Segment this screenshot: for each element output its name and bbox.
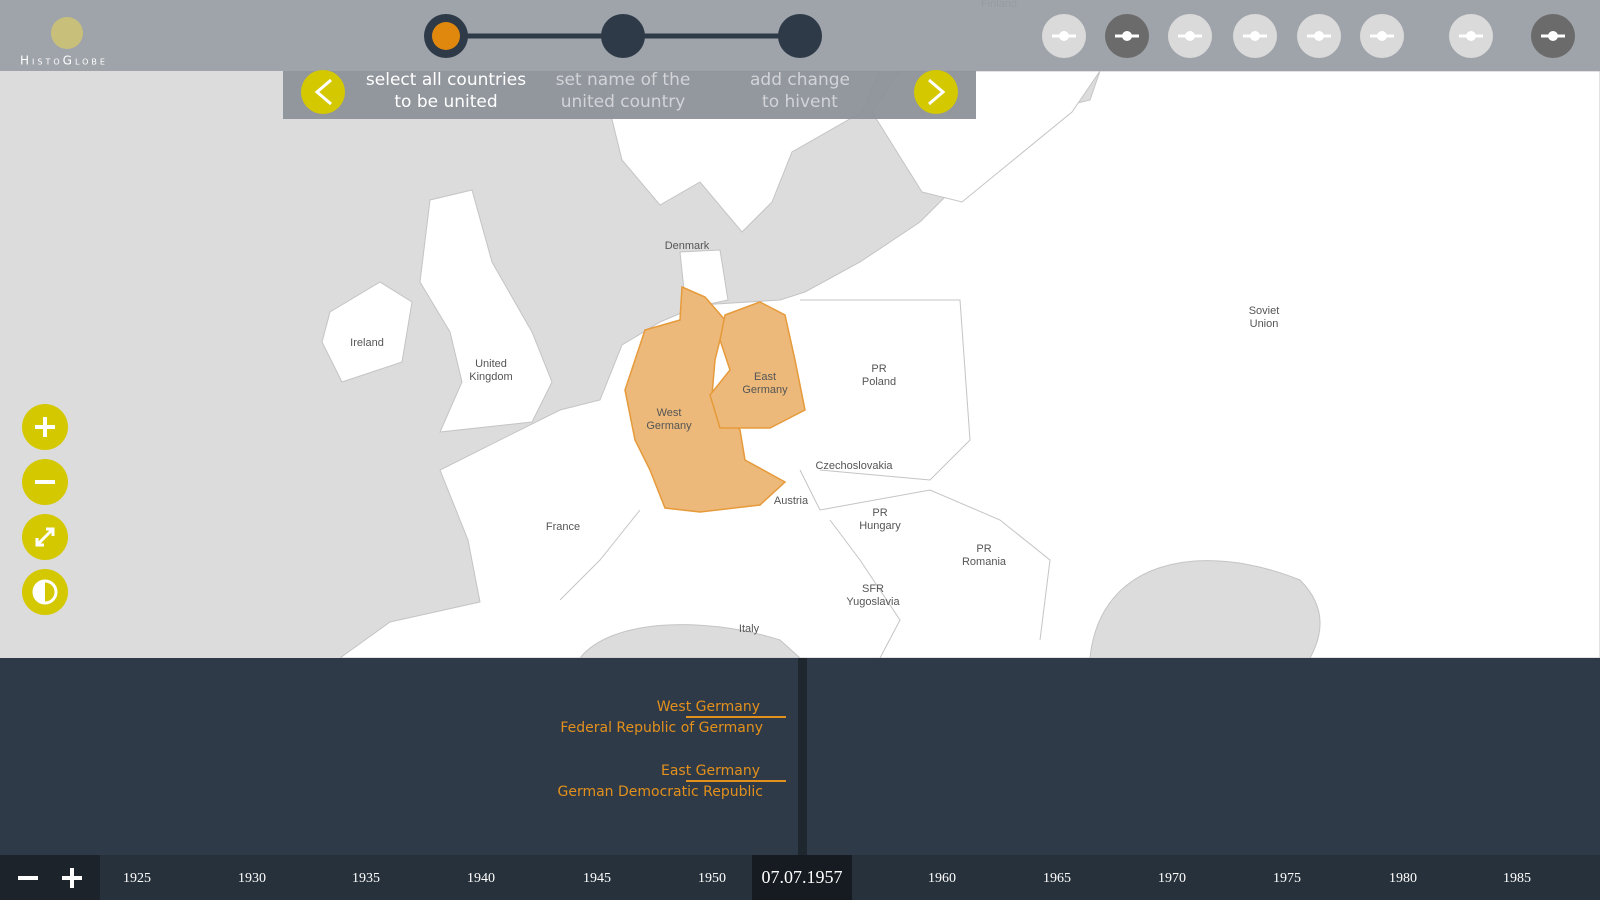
year-label: 1980 (1389, 871, 1417, 886)
step-dot[interactable] (601, 14, 645, 58)
icon (1122, 31, 1132, 41)
country-label: Hungary (859, 520, 901, 532)
country-label: SFR (862, 583, 884, 595)
logo: HistoGlobe (20, 54, 108, 68)
step-label: united country (561, 92, 686, 112)
borders (559, 299, 1051, 659)
icon (1314, 31, 1324, 41)
east-germany[interactable] (709, 301, 806, 429)
year-label: 1985 (1503, 871, 1531, 886)
country-label: Germany (742, 384, 788, 396)
years: 1925 1930 1935 1940 1945 1950 1960 1965 1970 1975… (123, 871, 1531, 886)
country-label: Union (1250, 318, 1279, 330)
prev-button[interactable] (301, 70, 345, 114)
country-label: Kingdom (469, 371, 512, 383)
current-date[interactable]: 07.07.1957 (762, 867, 843, 887)
map-controls (22, 404, 68, 615)
country-label: East (754, 371, 776, 383)
now-marker (798, 658, 807, 855)
country-label: United (475, 358, 507, 370)
country-label: PR (872, 507, 887, 519)
icon (1185, 31, 1195, 41)
timeline-entries: West Germany Federal Republic of Germany E… (557, 699, 786, 800)
logo-icon (51, 17, 83, 49)
next-button[interactable] (914, 70, 958, 114)
year-label: 1925 (123, 871, 151, 886)
country-label: Denmark (665, 240, 710, 252)
icon (1059, 31, 1069, 41)
country-label: PR (976, 543, 991, 555)
icon (1466, 31, 1476, 41)
entry-full-name[interactable]: German Democratic Republic (557, 784, 763, 800)
timeline-zoom[interactable] (18, 868, 82, 888)
year-label: 1960 (928, 871, 956, 886)
west-germany[interactable] (624, 285, 787, 513)
year-label: 1970 (1158, 871, 1186, 886)
icon (1548, 31, 1558, 41)
country-label: Italy (739, 623, 760, 635)
year-label: 1930 (238, 871, 266, 886)
entry-name[interactable]: East Germany (661, 763, 760, 779)
country-label: Austria (774, 495, 809, 507)
inland-seas (578, 560, 1321, 659)
year-label: 1935 (352, 871, 380, 886)
toolbar (1042, 14, 1575, 58)
date-box (752, 855, 852, 900)
country-label: Germany (646, 420, 692, 432)
year-label: 1945 (583, 871, 611, 886)
country-label: Ireland (350, 337, 384, 349)
year-label: 1975 (1273, 871, 1301, 886)
step-active (432, 22, 460, 50)
step-bar (283, 71, 976, 119)
icon (1377, 31, 1387, 41)
icon (34, 581, 45, 603)
country-label: PR (871, 363, 886, 375)
country-label: Soviet (1249, 305, 1280, 317)
icon (928, 78, 946, 106)
step-label: to hivent (762, 92, 838, 112)
step-label: select all countries (366, 70, 526, 90)
entry-full-name[interactable]: Federal Republic of Germany (560, 720, 763, 736)
year-label: 1950 (698, 871, 726, 886)
icon (35, 527, 55, 547)
icon (1250, 31, 1260, 41)
step-dot[interactable] (778, 14, 822, 58)
zoom-bar (0, 855, 100, 900)
country-label: Czechoslovakia (815, 460, 893, 472)
entry-name[interactable]: West Germany (657, 699, 760, 715)
year-label: 1965 (1043, 871, 1071, 886)
country-label: Poland (862, 376, 896, 388)
step-label: to be united (394, 92, 497, 112)
icon (314, 78, 332, 106)
step-label: set name of the (556, 70, 691, 90)
step-label: add change (750, 70, 850, 90)
year-label: 1940 (467, 871, 495, 886)
icon (35, 417, 55, 437)
map-labels: FinlandDenmarkIrelandUnitedKingdomWestGe… (350, 0, 1279, 635)
country-label: Yugoslavia (846, 596, 900, 608)
country-label: West (657, 407, 682, 419)
country-label: France (546, 521, 580, 533)
country-label: Romania (962, 556, 1007, 568)
